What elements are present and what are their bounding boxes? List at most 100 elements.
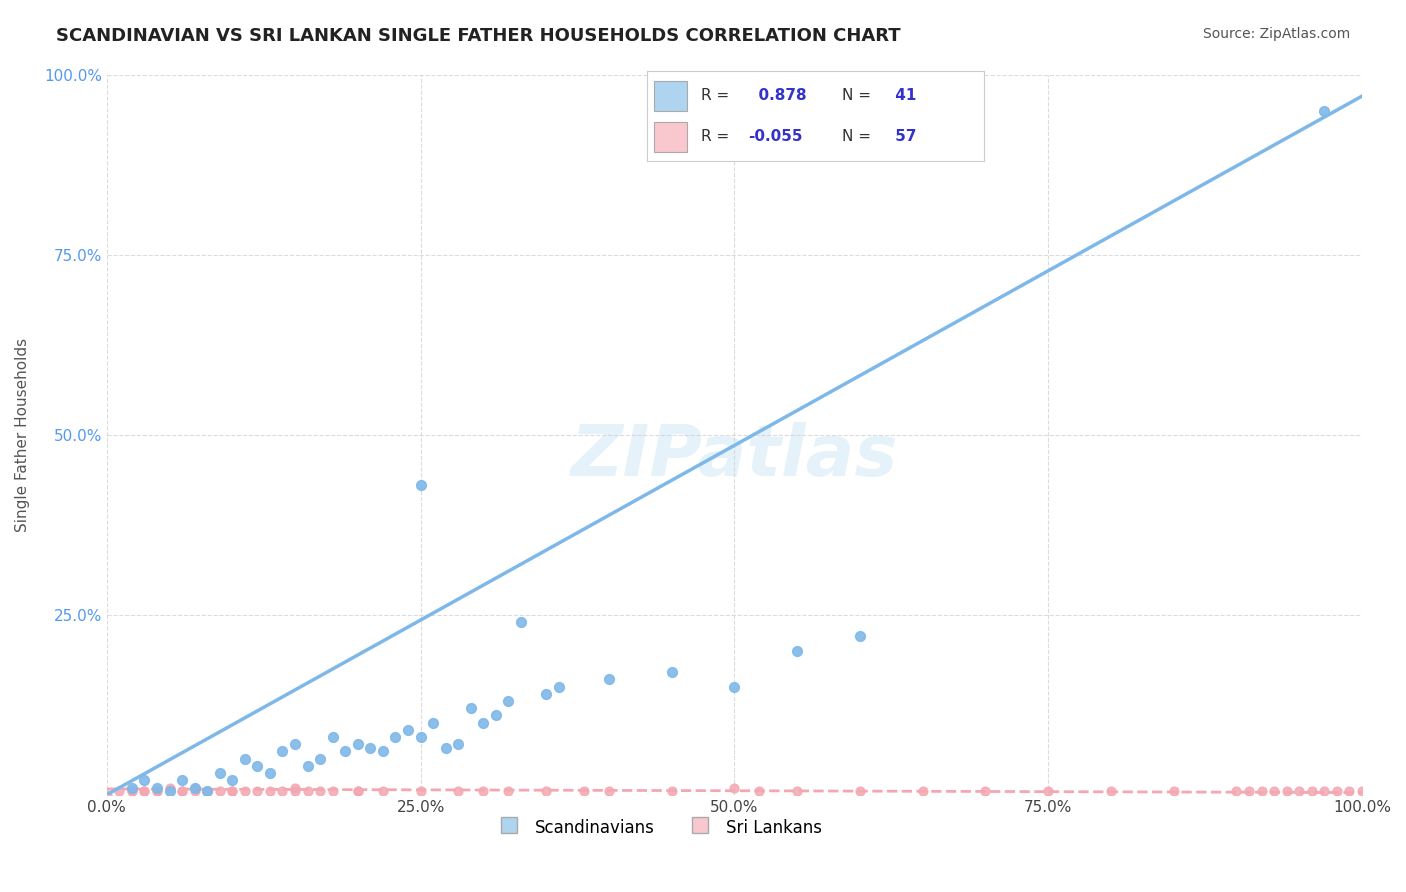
Point [159,784,181,798]
Point [284,780,307,795]
Text: R =: R = [700,129,728,144]
Text: R =: R = [700,88,728,103]
Point [208,784,231,798]
Point [96,788,118,802]
Text: 57: 57 [890,129,917,144]
Point [221,784,243,798]
Point [1163,784,1185,798]
Point [134,784,156,798]
Text: SCANDINAVIAN VS SRI LANKAN SINGLE FATHER HOUSEHOLDS CORRELATION CHART: SCANDINAVIAN VS SRI LANKAN SINGLE FATHER… [56,27,901,45]
Point [661,665,683,680]
Point [183,780,205,795]
Point [1313,784,1336,798]
Point [346,737,368,751]
Y-axis label: Single Father Households: Single Father Households [15,337,30,532]
Point [259,766,281,780]
Point [598,673,620,687]
Text: N =: N = [842,88,872,103]
Point [146,784,169,798]
Point [335,744,357,758]
Point [121,784,143,798]
Point [434,740,457,755]
Point [1263,784,1285,798]
Point [195,784,218,798]
Point [309,752,332,766]
Point [911,784,934,798]
Point [1301,784,1323,798]
Text: 0.878: 0.878 [748,88,807,103]
Point [748,784,770,798]
Point [322,784,344,798]
Point [134,784,156,798]
Text: N =: N = [842,129,872,144]
Point [309,784,332,798]
Text: 41: 41 [890,88,917,103]
Point [723,680,745,694]
Point [661,784,683,798]
Point [1275,784,1298,798]
Point [1351,784,1374,798]
Point [159,780,181,795]
Point [297,759,319,773]
Point [1099,784,1122,798]
Point [786,643,808,657]
Point [284,737,307,751]
Point [170,773,193,788]
Point [246,759,269,773]
Point [233,784,256,798]
Point [121,780,143,795]
Point [1313,103,1336,118]
Point [108,784,131,798]
Point [547,680,569,694]
Point [1038,784,1060,798]
Point [849,629,872,643]
Point [472,784,495,798]
Point [786,784,808,798]
Point [346,784,368,798]
Point [183,784,205,798]
Point [409,730,432,744]
Point [534,687,557,701]
Text: ZIPatlas: ZIPatlas [571,422,898,491]
Point [284,784,307,798]
Point [195,784,218,798]
FancyBboxPatch shape [654,122,688,152]
Point [346,784,368,798]
Point [472,715,495,730]
Point [359,740,381,755]
Point [498,784,520,798]
Point [271,784,294,798]
Point [221,773,243,788]
Text: -0.055: -0.055 [748,129,803,144]
Point [1339,784,1361,798]
FancyBboxPatch shape [654,81,688,111]
Point [572,784,595,798]
Point [259,784,281,798]
Point [460,701,482,715]
Point [146,780,169,795]
Point [221,784,243,798]
Point [170,784,193,798]
Point [974,784,997,798]
Point [134,773,156,788]
Point [1288,784,1310,798]
Point [271,744,294,758]
Point [598,784,620,798]
Point [1326,784,1348,798]
Point [498,694,520,708]
Point [396,723,419,737]
Point [246,784,269,798]
Point [1237,784,1260,798]
Legend: Scandinavians, Sri Lankans: Scandinavians, Sri Lankans [489,810,828,844]
Point [534,784,557,798]
Point [849,784,872,798]
Point [371,744,394,758]
Point [409,784,432,798]
Point [409,478,432,492]
Point [447,784,470,798]
Point [183,780,205,795]
Point [422,715,444,730]
Point [447,737,470,751]
Point [121,784,143,798]
Text: Source: ZipAtlas.com: Source: ZipAtlas.com [1202,27,1350,41]
